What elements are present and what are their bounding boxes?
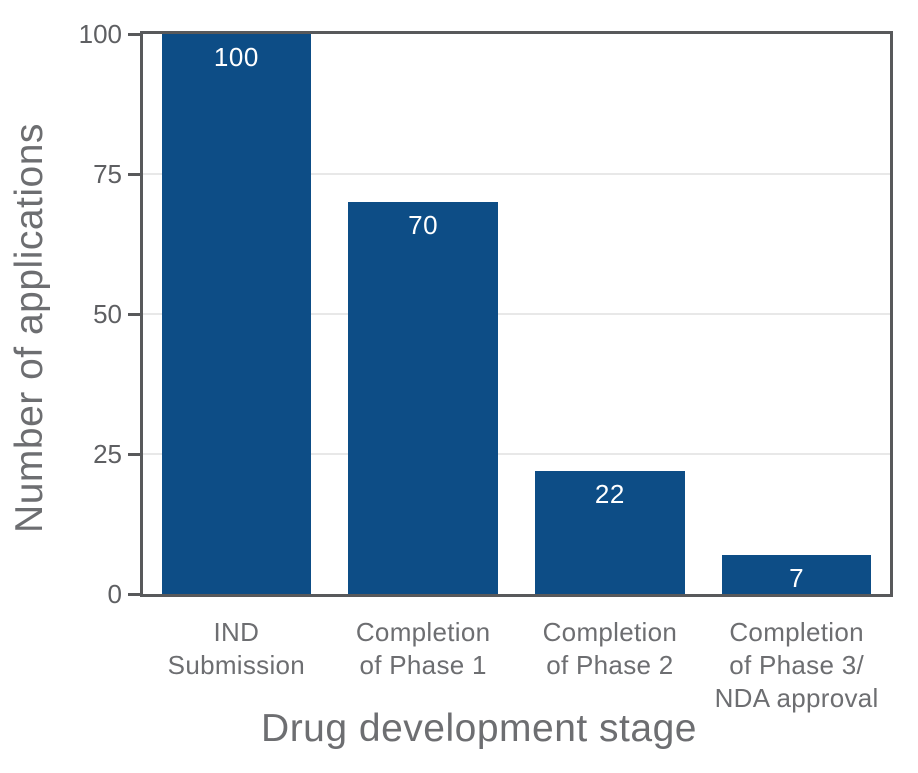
y-tick-mark [128,592,143,596]
plot-area: 100 70 22 7 [140,31,893,597]
y-tick-mark [128,32,143,36]
y-axis-title: Number of applications [8,123,51,533]
x-category-label-line: of Phase 3/ [729,650,865,680]
x-category-label-completion-phase-3-nda: Completion of Phase 3/ NDA approval [667,616,918,715]
y-tick-mark [128,172,143,176]
gridline-25 [143,453,890,455]
x-category-label-completion-phase-1: Completion of Phase 1 [293,616,553,682]
x-category-label-line: Completion [729,617,864,647]
x-category-label-line: NDA approval [714,683,879,713]
x-category-label-line: IND [213,617,260,647]
x-category-label-line: of Phase 1 [359,650,487,680]
bar-completion-phase-1: 70 [348,202,498,594]
y-tick-label: 100 [78,19,122,49]
bar-value-label: 100 [213,42,259,72]
x-category-label-line: Completion [542,617,678,647]
x-axis-title: Drug development stage [261,707,697,750]
bar-completion-phase-2: 22 [535,470,685,594]
bar-value-label: 70 [408,210,439,240]
y-tick-label: 25 [93,439,122,469]
y-tick-label: 0 [107,579,122,609]
gridline-75 [143,173,890,175]
bar-completion-phase-3-nda: 7 [721,554,872,594]
bar-ind-submission: 100 [161,34,312,594]
x-category-label-line: Completion [355,617,491,647]
y-tick-label: 75 [93,159,122,189]
bar-value-label: 7 [789,562,805,593]
x-category-label-ind-submission: IND Submission [106,616,366,682]
x-category-label-completion-phase-2: Completion of Phase 2 [480,616,740,682]
gridline-50 [143,313,890,315]
y-tick-label: 50 [93,299,122,329]
bar-value-label: 22 [594,478,625,509]
x-category-label-line: of Phase 2 [546,650,674,680]
x-category-label-line: Submission [167,650,306,680]
y-tick-mark [128,452,143,456]
y-tick-mark [128,312,143,316]
